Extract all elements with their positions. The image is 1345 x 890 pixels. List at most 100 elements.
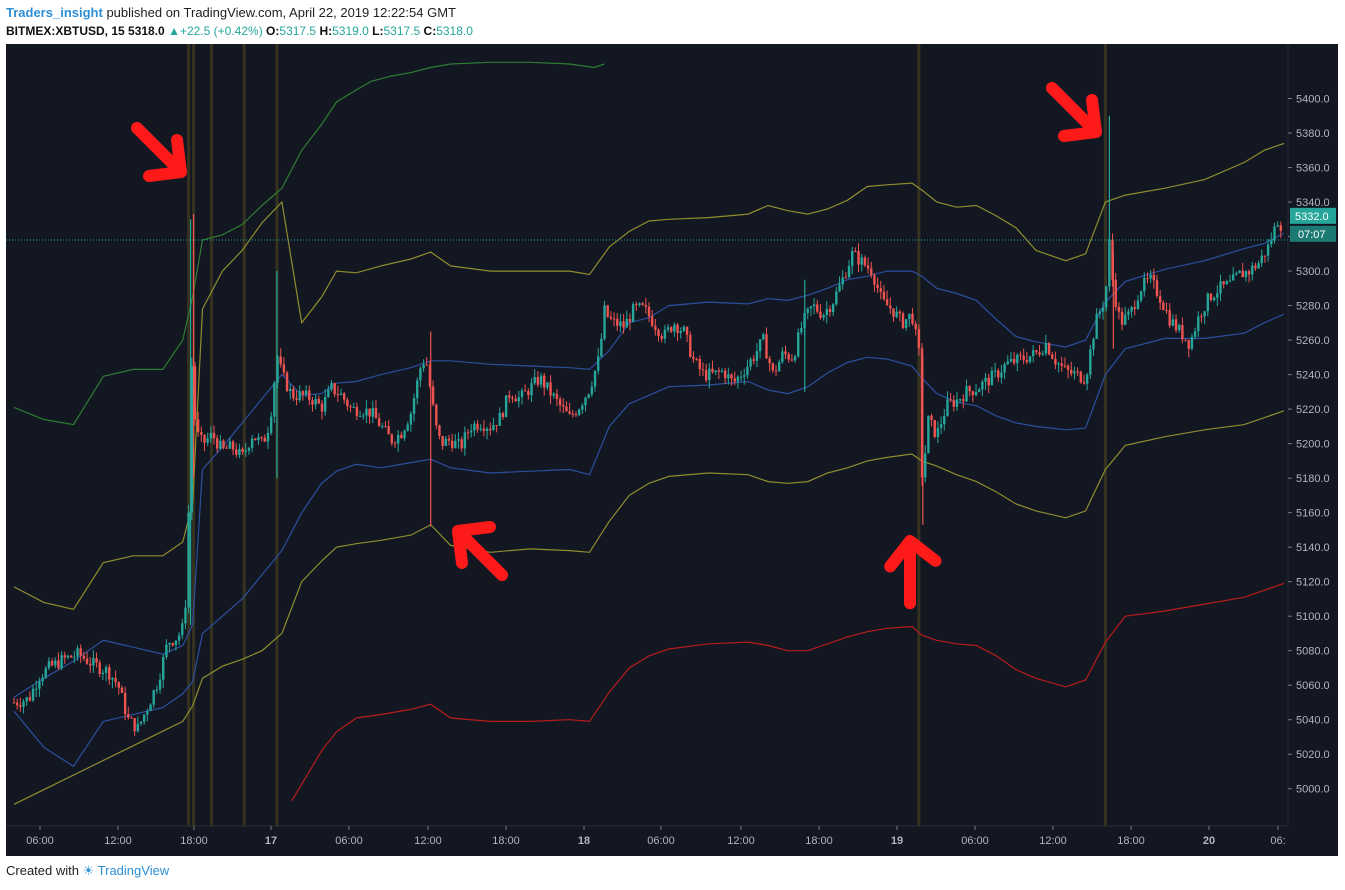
countdown-box <box>1290 225 1336 242</box>
candle-body-347 <box>1114 279 1117 307</box>
candle-body-161 <box>523 390 527 392</box>
price-chart[interactable]: 5000.0 5020.0 5040.0 5060.0 5080.0 5100.0 5120… <box>6 44 1338 856</box>
candle-body-352 <box>1130 307 1133 312</box>
candle-body-329 <box>1057 363 1060 365</box>
candle-body-304 <box>978 389 981 393</box>
band-yellow_upper <box>13 142 1285 610</box>
candle-body-314 <box>1009 358 1013 362</box>
candle-body-285 <box>917 329 921 349</box>
candle-body-257 <box>828 308 832 313</box>
candle-body-56 <box>190 366 193 513</box>
candle-body-232 <box>749 359 752 367</box>
tradingview-brand[interactable]: TradingView <box>97 863 170 878</box>
candle-body-52 <box>177 635 181 641</box>
candle-body-234 <box>755 351 759 361</box>
candle-body-53 <box>181 623 184 636</box>
candle-body-150 <box>489 428 492 430</box>
candle-body-67 <box>225 447 228 449</box>
candle-body-216 <box>698 359 701 370</box>
author-link[interactable]: Traders_insight <box>6 5 103 20</box>
up-arrow-icon: ▲ <box>168 24 180 38</box>
candle-body-168 <box>546 382 549 388</box>
candle-body-123 <box>403 430 406 439</box>
band-green_outer <box>13 61 605 426</box>
candle-body-238 <box>768 358 771 364</box>
y-tick-label-12: 5240.0 <box>1296 370 1330 382</box>
candle-body-131 <box>428 364 432 387</box>
candle-body-253 <box>816 304 819 312</box>
candle-body-151 <box>492 425 495 430</box>
candle-body-364 <box>1168 310 1171 326</box>
candle-body-42 <box>146 710 149 715</box>
candle-body-213 <box>689 334 692 357</box>
candle-body-209 <box>676 324 679 333</box>
candle-body-241 <box>777 361 781 372</box>
candle-body-43 <box>149 704 152 711</box>
candle-body-272 <box>876 284 879 289</box>
candle-body-22 <box>82 655 86 659</box>
candle-body-222 <box>717 370 721 372</box>
candle-body-129 <box>422 364 425 369</box>
candle-body-370 <box>1187 340 1190 349</box>
candle-body-13 <box>54 660 57 666</box>
candle-body-307 <box>987 377 990 386</box>
candle-body-324 <box>1041 353 1044 355</box>
y-tick-label-19: 5380.0 <box>1296 128 1330 140</box>
price-label-text: 5332.0 <box>1295 211 1329 223</box>
band-blue_lower <box>13 313 1285 768</box>
tradingview-logo-icon[interactable]: ☀ <box>82 863 95 878</box>
candle-body-242 <box>781 351 784 362</box>
candle-body-354 <box>1136 300 1140 309</box>
candle-body-386 <box>1238 270 1241 274</box>
candle-body-244 <box>787 354 790 360</box>
candle-body-226 <box>730 374 733 379</box>
candle-body-144 <box>470 430 473 433</box>
candle-body-11 <box>47 661 51 669</box>
candle-body-159 <box>517 397 521 402</box>
chart-area[interactable]: 5000.0 5020.0 5040.0 5060.0 5080.0 5100.0 5120… <box>6 44 1338 856</box>
x-tick-label-0: 06:00 <box>26 835 54 847</box>
candle-body-251 <box>809 306 813 309</box>
y-tick-label-20: 5400.0 <box>1296 94 1330 106</box>
y-tick-label-18: 5360.0 <box>1296 163 1330 175</box>
candle-body-176 <box>571 413 574 415</box>
candle-body-254 <box>819 311 822 318</box>
candle-body-121 <box>396 434 400 444</box>
candle-body-335 <box>1076 371 1079 373</box>
candle-body-183 <box>593 370 597 387</box>
candle-body-9 <box>41 677 44 682</box>
candle-body-177 <box>574 414 578 416</box>
candle-body-206 <box>666 327 670 330</box>
red-arrow-down-1 <box>131 122 187 182</box>
candle-body-282 <box>908 313 911 320</box>
candle-body-283 <box>911 313 914 324</box>
candle-body-138 <box>450 440 454 448</box>
candle-body-149 <box>485 428 489 432</box>
candle-body-74 <box>247 447 251 451</box>
candle-body-75 <box>250 438 254 448</box>
candle-body-358 <box>1149 274 1152 279</box>
band-red_lower <box>291 582 1285 802</box>
candle-body-122 <box>400 434 403 439</box>
candle-body-383 <box>1228 280 1232 282</box>
y-tick-label-8: 5160.0 <box>1296 508 1330 520</box>
candle-body-17 <box>66 655 70 658</box>
candle-body-85 <box>282 364 286 373</box>
candle-body-27 <box>98 662 101 675</box>
candle-body-171 <box>555 393 559 399</box>
candle-body-211 <box>682 326 686 331</box>
candle-body-158 <box>514 398 517 402</box>
y-tick-label-6: 5120.0 <box>1296 577 1330 589</box>
candle-body-10 <box>44 668 47 678</box>
candle-body-162 <box>527 391 530 396</box>
candle-body-110 <box>362 415 365 417</box>
candle-body-273 <box>879 288 882 292</box>
candle-body-167 <box>543 375 546 388</box>
open-label: O: <box>266 24 280 38</box>
candle-body-351 <box>1127 311 1130 315</box>
candle-body-311 <box>1000 372 1003 378</box>
event-vline-6 <box>1103 44 1107 826</box>
candle-body-194 <box>628 318 632 322</box>
candle-body-60 <box>203 434 206 443</box>
candle-body-388 <box>1244 271 1248 278</box>
